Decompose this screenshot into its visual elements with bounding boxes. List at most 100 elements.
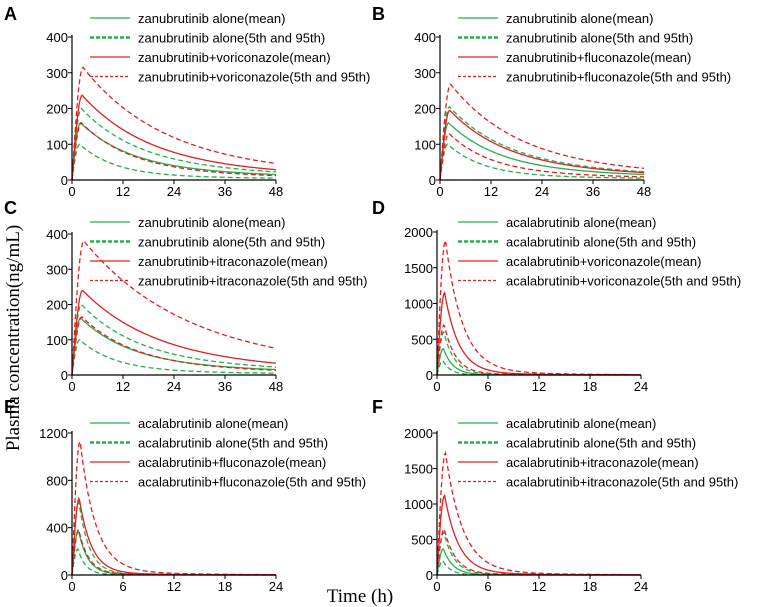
legend-label: acalabrutinib alone(5th and 95th) <box>506 436 696 451</box>
legend-label: acalabrutinib alone(mean) <box>506 416 656 431</box>
x-tick-label: 12 <box>532 579 546 594</box>
series-alone-mean <box>436 547 641 576</box>
series-combo-mean <box>71 496 277 576</box>
y-tick-label: 400 <box>46 521 68 536</box>
y-tick-label: 300 <box>414 66 436 81</box>
legend-label: zanubrutinib+itraconazole(5th and 95th) <box>138 274 367 289</box>
panel-f: F 0 6 12 18 24 0 500 1000 1500 2000 acalabrutinib a… <box>372 397 738 594</box>
legend-label: acalabrutinib alone(mean) <box>506 215 656 230</box>
x-tick-label: 24 <box>269 579 283 594</box>
panel-d: D 0 6 12 18 24 0 500 1000 1500 2000 acalabrutinib a… <box>372 198 741 394</box>
legend-label: zanubrutinib alone(mean) <box>506 11 653 26</box>
legend-label: zanubrutinib+voriconazole(5th and 95th) <box>138 70 370 85</box>
y-tick-label: 300 <box>46 66 68 81</box>
legend-label: zanubrutinib+voriconazole(mean) <box>138 50 331 65</box>
x-tick-label: 24 <box>167 379 181 394</box>
x-tick-label: 12 <box>116 184 130 199</box>
y-tick-label: 0 <box>61 368 68 383</box>
series-combo-p5 <box>436 527 641 576</box>
x-tick-label: 24 <box>634 579 648 594</box>
y-tick-label: 400 <box>46 30 68 45</box>
x-tick-label: 48 <box>269 379 283 394</box>
legend-label: acalabrutinib+voriconazole(5th and 95th) <box>506 274 741 289</box>
legend-label: acalabrutinib alone(5th and 95th) <box>506 235 696 250</box>
legend-label: zanubrutinib alone(5th and 95th) <box>506 31 693 46</box>
legend-label: acalabrutinib alone(mean) <box>138 416 288 431</box>
legend-label: zanubrutinib alone(mean) <box>138 215 285 230</box>
x-tick-label: 12 <box>116 379 130 394</box>
x-tick-label: 12 <box>167 579 181 594</box>
x-tick-label: 0 <box>68 379 75 394</box>
series-combo-p95 <box>436 450 641 576</box>
legend-label: acalabrutinib+itraconazole(5th and 95th) <box>506 475 738 490</box>
x-tick-label: 48 <box>269 184 283 199</box>
panel-letter: D <box>372 198 385 218</box>
x-axis-label: Time (h) <box>327 586 393 607</box>
legend-label: zanubrutinib alone(5th and 95th) <box>138 31 325 46</box>
series-alone-mean <box>71 317 277 376</box>
x-tick-label: 0 <box>433 579 440 594</box>
panel-b: B 0 12 24 36 48 0 100 200 300 400 zanubrutinib alon… <box>372 4 731 199</box>
series-combo-p5 <box>71 528 276 576</box>
x-tick-label: 12 <box>484 184 498 199</box>
x-tick-label: 24 <box>634 379 648 394</box>
series-alone-p95 <box>436 330 641 376</box>
x-tick-label: 36 <box>218 379 232 394</box>
legend-label: zanubrutinib alone(mean) <box>138 11 285 26</box>
legend-label: zanubrutinib alone(5th and 95th) <box>138 235 325 250</box>
series-alone-p5 <box>71 338 277 376</box>
x-tick-label: 6 <box>484 579 491 594</box>
legend-label: zanubrutinib+itraconazole(mean) <box>138 254 328 269</box>
y-tick-label: 2000 <box>404 225 433 240</box>
x-tick-label: 0 <box>436 184 443 199</box>
x-tick-label: 0 <box>433 379 440 394</box>
y-tick-label: 1000 <box>404 497 433 512</box>
panel-letter: E <box>4 397 16 417</box>
series-combo-p5 <box>436 323 641 376</box>
y-tick-label: 1200 <box>39 426 68 441</box>
y-axis-label: Plasma concentration(ng/mL) <box>3 225 24 451</box>
x-tick-label: 36 <box>218 184 232 199</box>
x-tick-label: 0 <box>68 184 75 199</box>
x-tick-label: 12 <box>532 379 546 394</box>
panel-a: A 0 12 24 36 48 0 100 200 300 400 zanubrutinib alon… <box>4 4 370 199</box>
y-tick-label: 0 <box>426 368 433 383</box>
x-tick-label: 0 <box>68 579 75 594</box>
x-tick-label: 18 <box>583 379 597 394</box>
legend-label: acalabrutinib+fluconazole(5th and 95th) <box>138 475 366 490</box>
series-alone-mean <box>436 347 641 376</box>
series-alone-mean <box>439 121 645 181</box>
panel-e: E 0 6 12 18 24 0 400 800 1200 acalabrutinib alone(… <box>4 397 366 594</box>
panel-letter: C <box>4 198 17 218</box>
series-alone-p5 <box>71 143 277 181</box>
series-alone-p95 <box>71 499 276 576</box>
legend-label: acalabrutinib+itraconazole(mean) <box>506 455 699 470</box>
x-tick-label: 24 <box>535 184 549 199</box>
x-tick-label: 48 <box>637 184 651 199</box>
panel-c: C 0 12 24 36 48 0 100 200 300 400 zanubrutinib alon… <box>4 198 367 394</box>
x-tick-label: 6 <box>484 379 491 394</box>
series-combo-p95 <box>71 66 277 181</box>
y-tick-label: 400 <box>414 30 436 45</box>
y-tick-label: 300 <box>46 262 68 277</box>
series-combo-mean <box>71 94 277 181</box>
x-tick-label: 6 <box>119 579 126 594</box>
series-combo-p5 <box>71 316 277 376</box>
series-combo-p95 <box>71 240 277 376</box>
y-tick-label: 1000 <box>404 297 433 312</box>
y-tick-label: 200 <box>46 298 68 313</box>
legend-label: acalabrutinib+voriconazole(mean) <box>506 254 701 269</box>
series-combo-mean <box>436 493 641 576</box>
series-alone-p95 <box>71 303 277 376</box>
x-tick-label: 24 <box>167 184 181 199</box>
y-tick-label: 0 <box>61 568 68 583</box>
legend-label: zanubrutinib+fluconazole(mean) <box>506 50 691 65</box>
y-tick-label: 0 <box>429 173 436 188</box>
y-tick-label: 500 <box>411 533 433 548</box>
series-alone-p95 <box>71 107 277 181</box>
x-tick-label: 18 <box>583 579 597 594</box>
series-alone-mean <box>71 528 276 576</box>
series-combo-p5 <box>439 132 645 181</box>
series-combo-mean <box>71 289 277 376</box>
y-tick-label: 200 <box>46 102 68 117</box>
